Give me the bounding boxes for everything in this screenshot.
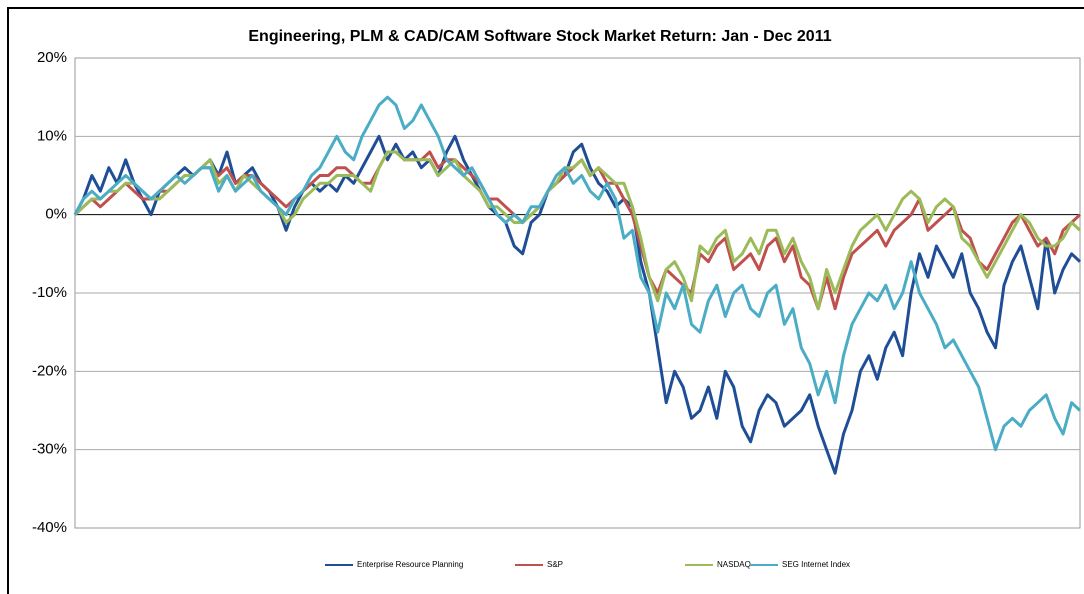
chart-title: Engineering, PLM & CAD/CAM Software Stoc… <box>248 28 831 45</box>
y-tick-label: -10% <box>32 284 67 301</box>
y-tick-label: -20% <box>32 362 67 379</box>
legend-label: Enterprise Resource Planning <box>357 560 463 569</box>
y-tick-label: -40% <box>32 519 67 536</box>
series-line <box>73 150 1082 311</box>
legend-label: SEG Internet Index <box>782 560 850 569</box>
y-tick-label: 10% <box>37 127 67 144</box>
legend-label: S&P <box>547 560 563 569</box>
series-line <box>73 95 1082 452</box>
y-tick-label: -30% <box>32 441 67 458</box>
legend-label: NASDAQ <box>717 560 751 569</box>
y-tick-label: 20% <box>37 49 67 66</box>
y-tick-label: 0% <box>45 206 67 223</box>
chart-frame <box>7 7 1084 594</box>
